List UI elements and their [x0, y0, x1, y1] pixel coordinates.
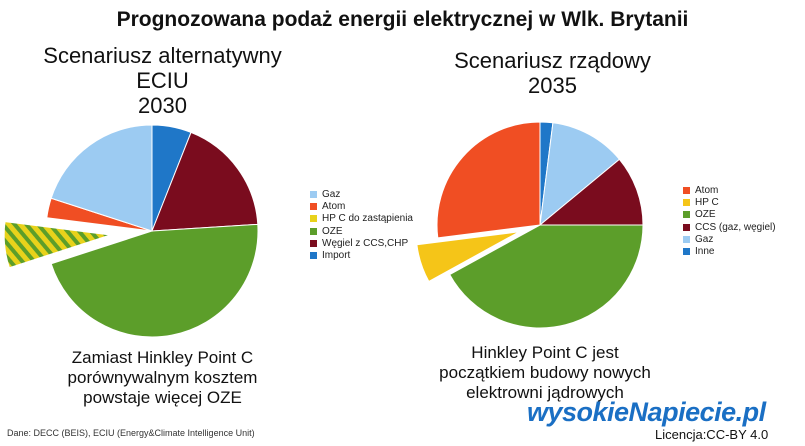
legend-swatch — [310, 239, 317, 247]
left-title-line-3: 2030 — [138, 93, 187, 118]
left-chart-title: Scenariusz alternatywny ECIU 2030 — [20, 43, 305, 118]
right-legend: Atom HP C OZE CCS (gaz, węgiel) Gaz Inne — [683, 184, 776, 258]
legend-label: HP C do zastąpienia — [322, 213, 413, 225]
brand-logo: wysokieNapiecie.pl — [527, 397, 766, 427]
pie-slice-ccs-gaz-węgiel- — [538, 158, 644, 226]
pie-chart-government-2035 — [416, 121, 644, 329]
right-legend-item: CCS (gaz, węgiel) — [683, 221, 776, 233]
legend-swatch — [683, 235, 690, 243]
right-title-line-1: Scenariusz rządowy — [454, 48, 651, 73]
legend-label: CCS (gaz, węgiel) — [695, 221, 776, 233]
legend-label: HP C — [695, 196, 719, 208]
main-title: Prognozowana podaż energii elektrycznej … — [116, 8, 689, 31]
right-caption-line-2: początkiem budowy nowych — [439, 363, 651, 382]
legend-swatch — [310, 190, 317, 198]
right-legend-item: HP C — [683, 196, 776, 208]
legend-label: OZE — [695, 209, 716, 221]
data-source-note: Dane: DECC (BEIS), ECIU (Energy&Climate … — [7, 428, 255, 438]
pie-chart-eciu-2030 — [3, 124, 259, 338]
legend-label: Atom — [695, 184, 719, 196]
right-legend-item: OZE — [683, 209, 776, 221]
right-caption-line-3: elektrowni jądrowych — [466, 383, 624, 402]
legend-swatch — [310, 252, 317, 260]
left-legend-item: Węgiel z CCS,CHP — [310, 237, 413, 249]
pie-slice-hp-c-do-zastąpienia — [3, 221, 111, 269]
pie-slice-hp-c — [416, 231, 520, 283]
left-legend-item: Atom — [310, 200, 413, 212]
legend-swatch — [310, 227, 317, 235]
legend-swatch — [683, 198, 690, 206]
legend-label: Gaz — [322, 188, 341, 200]
legend-swatch — [683, 223, 690, 231]
license-note: Licencja:CC-BY 4.0 — [655, 427, 769, 442]
legend-label: Gaz — [695, 233, 714, 245]
left-caption-line-1: Zamiast Hinkley Point C — [71, 348, 254, 367]
left-legend-item: HP C do zastąpienia — [310, 213, 413, 225]
pie-slice-oze — [449, 224, 644, 329]
pie-slice-węgiel-z-ccs-chp — [151, 131, 259, 232]
left-caption-line-3: powstaje więcej OZE — [83, 388, 242, 407]
right-chart-caption: Hinkley Point C jest początkiem budowy n… — [395, 343, 695, 403]
left-title-line-1: Scenariusz alternatywny — [43, 43, 282, 68]
left-legend-item: Gaz — [310, 188, 413, 200]
left-caption-line-2: porównywalnym kosztem — [67, 368, 258, 387]
legend-swatch — [683, 248, 690, 256]
legend-swatch — [683, 186, 690, 194]
right-legend-item: Inne — [683, 245, 776, 257]
pie-slice-gaz — [50, 124, 153, 232]
legend-label: OZE — [322, 225, 343, 237]
right-caption-line-1: Hinkley Point C jest — [471, 343, 619, 362]
left-legend-item: OZE — [310, 225, 413, 237]
legend-swatch — [683, 211, 690, 219]
legend-swatch — [310, 215, 317, 223]
left-legend: Gaz Atom HP C do zastąpienia OZE Węgiel … — [310, 188, 413, 262]
right-legend-item: Gaz — [683, 233, 776, 245]
right-title-line-2: 2035 — [528, 73, 577, 98]
right-chart-title: Scenariusz rządowy 2035 — [410, 48, 695, 98]
legend-label: Inne — [695, 246, 715, 258]
pie-slice-atom — [436, 121, 541, 239]
legend-label: Węgiel z CCS,CHP — [322, 237, 409, 249]
left-title-line-2: ECIU — [136, 68, 189, 93]
left-legend-item: Import — [310, 249, 413, 261]
legend-label: Atom — [322, 200, 346, 212]
legend-swatch — [310, 202, 317, 210]
left-chart-caption: Zamiast Hinkley Point C porównywalnym ko… — [20, 348, 305, 408]
pie-slice-oze — [50, 223, 259, 338]
pie-slice-gaz — [539, 122, 621, 227]
legend-label: Import — [322, 250, 351, 262]
right-legend-item: Atom — [683, 184, 776, 196]
